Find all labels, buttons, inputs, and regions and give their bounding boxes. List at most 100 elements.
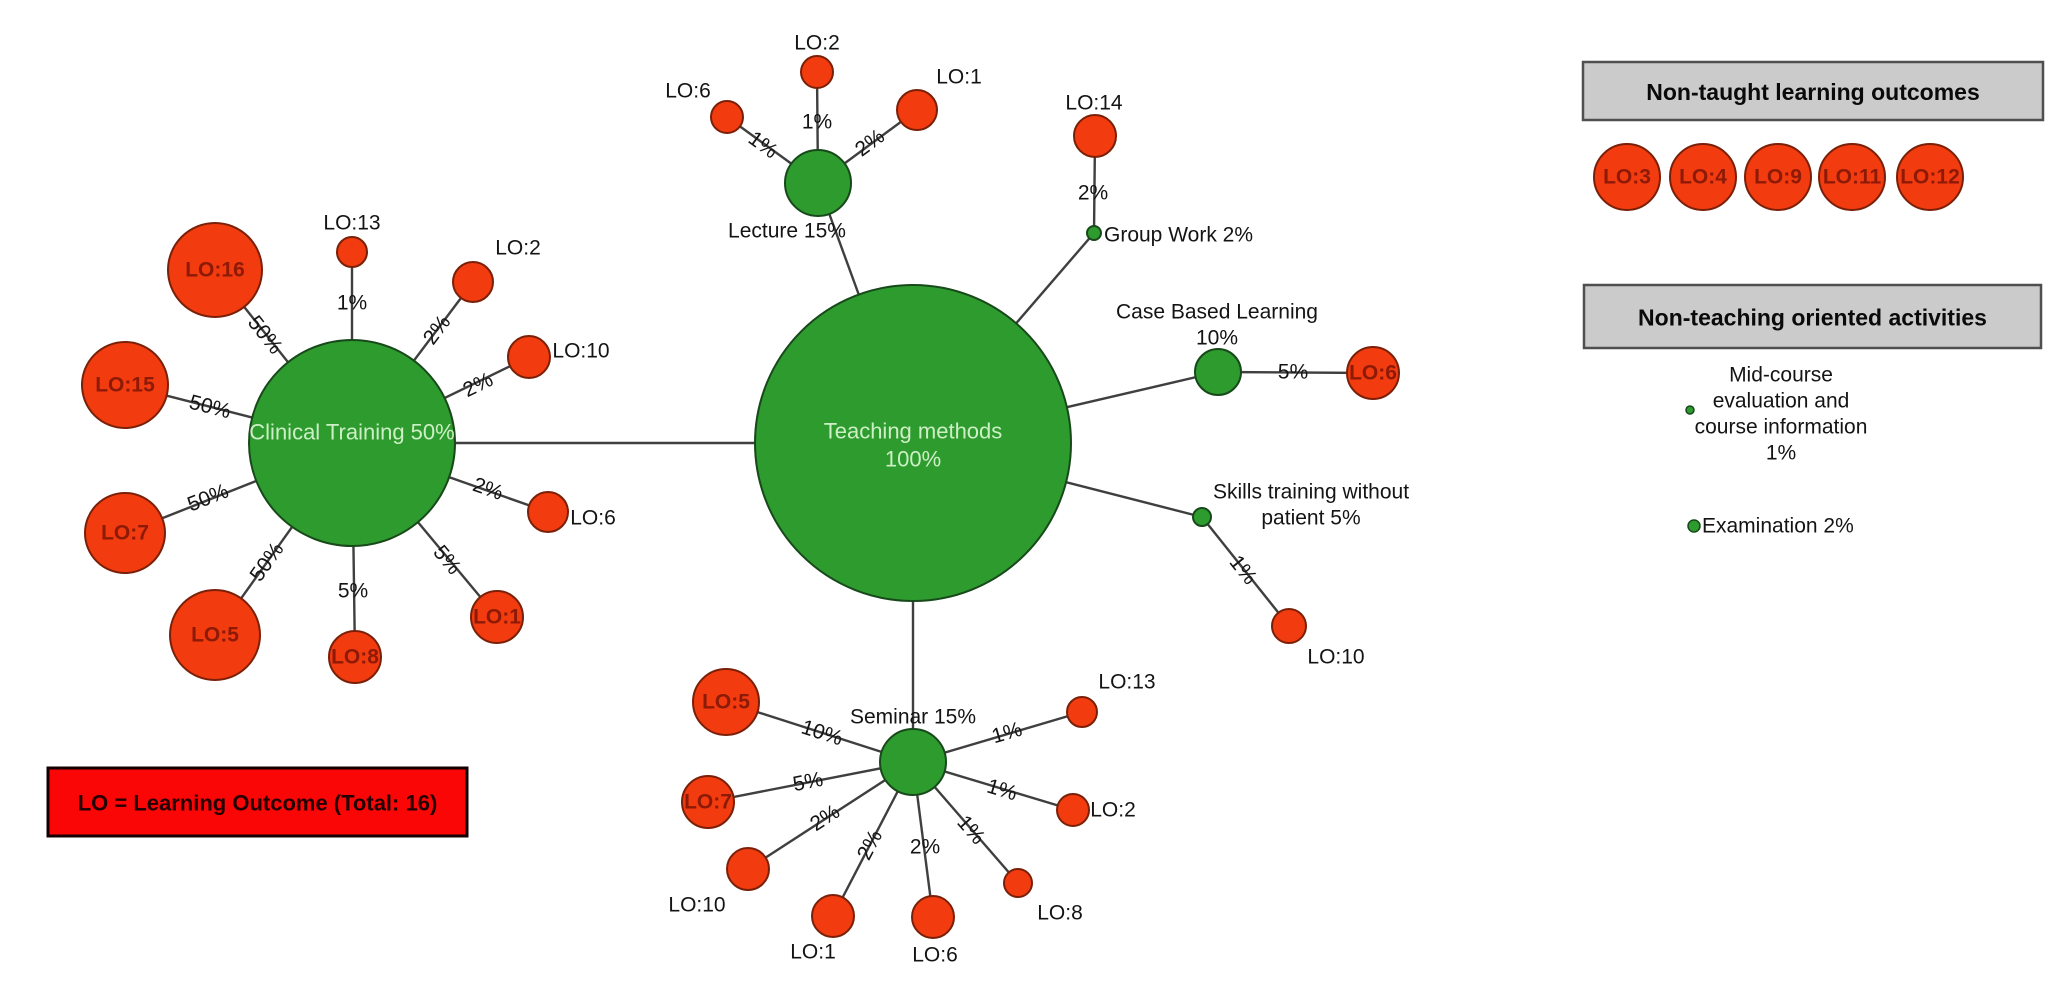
edge-pct-label-ct-c2: 2% <box>419 311 456 349</box>
mid-course-dot-icon <box>1685 405 1695 415</box>
node-label-s13: LO:13 <box>1098 671 1155 694</box>
panel-header-non-taught <box>1581 60 2045 122</box>
node-label-cbl: 10% <box>1196 327 1238 350</box>
node-label-gw: Group Work 2% <box>1104 224 1253 247</box>
node-label-c10: LO:10 <box>552 340 609 363</box>
node-c2 <box>452 261 494 303</box>
legend-box <box>46 766 469 838</box>
node-s7 <box>681 775 735 829</box>
node-label-skills: patient 5% <box>1261 507 1360 530</box>
node-label-l1: LO:1 <box>936 66 982 89</box>
node-label-s8: LO:8 <box>1037 902 1083 925</box>
edge-skills-sk10 <box>1201 516 1290 627</box>
node-s6 <box>911 895 955 939</box>
panel-header-non-teaching <box>1582 283 2043 350</box>
node-c13 <box>336 236 368 268</box>
node-label-lo11: LO:11 <box>1823 166 1882 189</box>
node-s13 <box>1066 696 1098 728</box>
panel-title-non-teaching: Non-teaching oriented activities <box>1638 305 1987 331</box>
node-label-c16: LO:16 <box>185 259 245 282</box>
node-lo11 <box>1818 143 1886 211</box>
node-label-lec: Lecture 15% <box>728 220 846 243</box>
node-label-sk10: LO:10 <box>1307 646 1364 669</box>
edge-pct-label-ct-c8: 5% <box>338 580 368 603</box>
node-label-l6: LO:6 <box>665 80 711 103</box>
edge-pct-label-sem-s10: 2% <box>806 800 844 836</box>
node-label-c1: LO:1 <box>473 606 521 629</box>
node-label-sem: Seminar 15% <box>850 706 976 729</box>
node-c5 <box>169 589 261 681</box>
node-label-s1: LO:1 <box>790 941 836 964</box>
node-c15 <box>81 341 169 429</box>
node-lo4 <box>1669 143 1737 211</box>
node-label-lo3: LO:3 <box>1603 166 1651 189</box>
mid-course-label: course information <box>1695 416 1868 439</box>
node-label-c8: LO:8 <box>331 646 379 669</box>
node-ct <box>248 339 456 547</box>
node-cbl <box>1194 348 1242 396</box>
node-s2 <box>1056 793 1090 827</box>
node-lo9 <box>1744 143 1812 211</box>
edge-pct-label-ct-c13: 1% <box>337 292 367 315</box>
node-label-l14: LO:14 <box>1065 92 1123 115</box>
node-label-c6: LO:6 <box>570 507 616 530</box>
edge-sem-s7 <box>707 760 914 804</box>
node-label-s6: LO:6 <box>912 944 958 967</box>
node-label-cbl: Case Based Learning <box>1116 301 1318 324</box>
edge-pct-label-sem-s6: 2% <box>910 836 940 859</box>
node-cbl6 <box>1346 346 1400 400</box>
node-c16 <box>167 222 263 318</box>
node-s8 <box>1003 868 1033 898</box>
node-label-s7: LO:7 <box>684 791 732 814</box>
node-l2 <box>800 55 834 89</box>
edge-pct-label-sem-s1: 2% <box>853 826 887 864</box>
node-label-s10: LO:10 <box>668 894 725 917</box>
edge-pct-label-sem-s7: 5% <box>791 768 825 796</box>
edge-pct-label-ct-c7: 50% <box>184 480 232 517</box>
node-label-skills: Skills training without <box>1213 481 1409 504</box>
node-label-lo9: LO:9 <box>1754 166 1802 189</box>
node-gw <box>1086 225 1102 241</box>
node-label-c2: LO:2 <box>495 237 541 260</box>
node-label-c7: LO:7 <box>101 522 149 545</box>
mid-course-label: evaluation and <box>1713 390 1850 413</box>
examination-dot-icon <box>1687 519 1701 533</box>
edge-pct-label-ct-c6: 2% <box>470 473 506 505</box>
node-label-c15: LO:15 <box>95 374 155 397</box>
edge-pct-label-cbl-cbl6: 5% <box>1278 360 1309 383</box>
node-label-tm: Teaching methods <box>824 419 1003 444</box>
node-c1 <box>470 590 524 644</box>
nodes-layer <box>81 55 1400 939</box>
node-label-cbl6: LO:6 <box>1349 362 1397 385</box>
panel-title-non-taught: Non-taught learning outcomes <box>1646 79 1980 105</box>
node-label-c5: LO:5 <box>191 624 239 647</box>
edge-pct-label-gw-l14: 2% <box>1078 182 1108 205</box>
edge-pct-label-ct-c5: 50% <box>245 538 288 586</box>
node-s10 <box>726 847 770 891</box>
node-label-l2: LO:2 <box>794 32 840 55</box>
node-l14 <box>1073 114 1117 158</box>
node-c10 <box>507 335 551 379</box>
node-c7 <box>84 492 166 574</box>
node-c8 <box>328 630 382 684</box>
node-sk10 <box>1271 608 1307 644</box>
node-lec <box>784 149 852 217</box>
edge-pct-label-sem-s5: 10% <box>798 716 845 751</box>
node-l1 <box>896 89 938 131</box>
mid-course-label: 1% <box>1766 442 1796 465</box>
examination-label: Examination 2% <box>1702 515 1854 538</box>
node-lo3 <box>1593 143 1661 211</box>
node-l6 <box>710 100 744 134</box>
node-label-s2: LO:2 <box>1090 799 1136 822</box>
node-s1 <box>811 894 855 938</box>
node-lo12 <box>1896 143 1964 211</box>
labels-layer: 50%1%2%2%50%50% 2%50%5%5%1%1%2%2%5%1%10%5… <box>95 32 1409 967</box>
node-label-ct: Clinical Training 50% <box>249 420 454 445</box>
node-sem <box>879 728 947 796</box>
legend-label: LO = Learning Outcome (Total: 16) <box>78 791 438 816</box>
edge-pct-label-ct-c15: 50% <box>187 391 233 424</box>
node-label-tm: 100% <box>885 447 941 472</box>
node-label-lo12: LO:12 <box>1900 166 1960 189</box>
panels-layer: Non-taught learning outcomes LO:3 LO:4 LO:9… <box>46 60 2045 838</box>
